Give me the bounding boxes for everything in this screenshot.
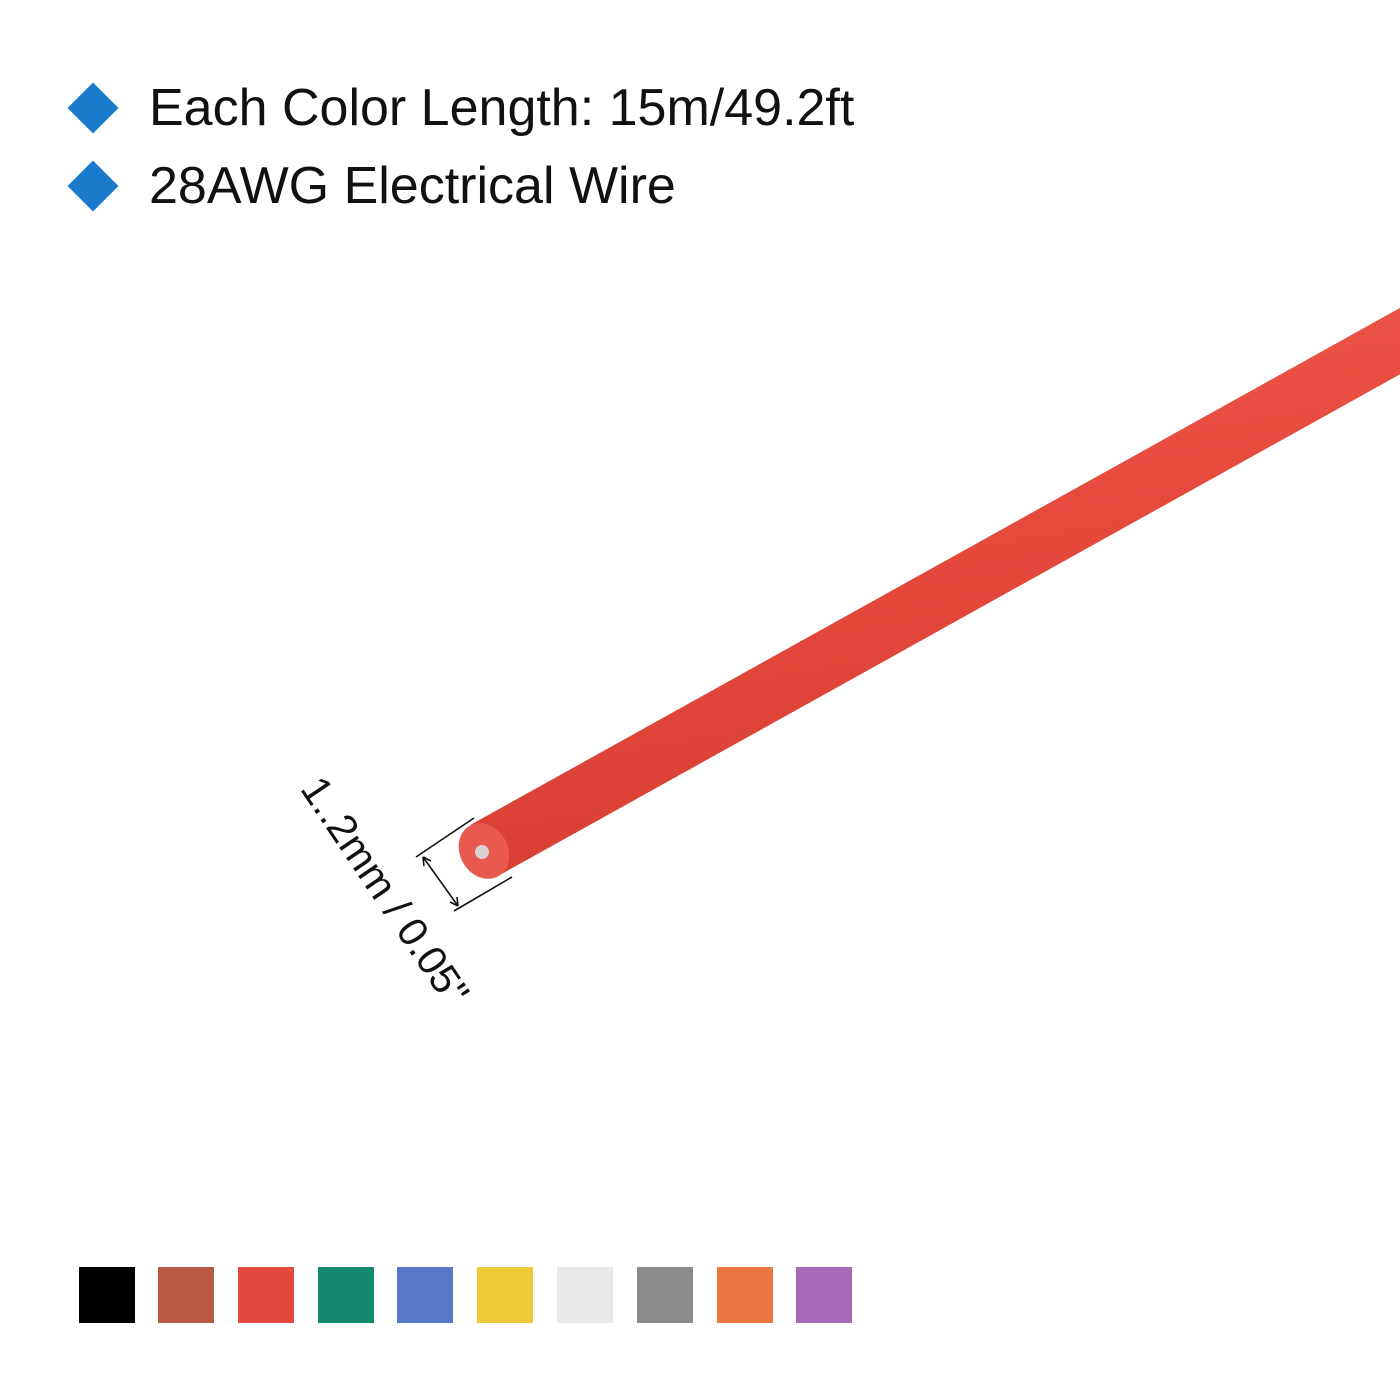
copper-core [475,845,489,859]
swatch-orange [717,1267,773,1323]
swatch-red [238,1267,294,1323]
swatch-yellow [477,1267,533,1323]
swatch-brown [158,1267,214,1323]
swatch-gray [637,1267,693,1323]
feature-text: Each Color Length: 15m/49.2ft [149,79,855,137]
swatch-black [79,1267,135,1323]
dimension-marker [415,817,513,912]
swatch-green [318,1267,374,1323]
swatch-white [557,1267,613,1323]
feature-length: Each Color Length: 15m/49.2ft [67,78,855,138]
swatch-blue [397,1267,453,1323]
feature-text: 28AWG Electrical Wire [149,157,676,215]
feature-gauge: 28AWG Electrical Wire [67,156,676,216]
wire-body [470,307,1400,876]
swatch-purple [796,1267,852,1323]
